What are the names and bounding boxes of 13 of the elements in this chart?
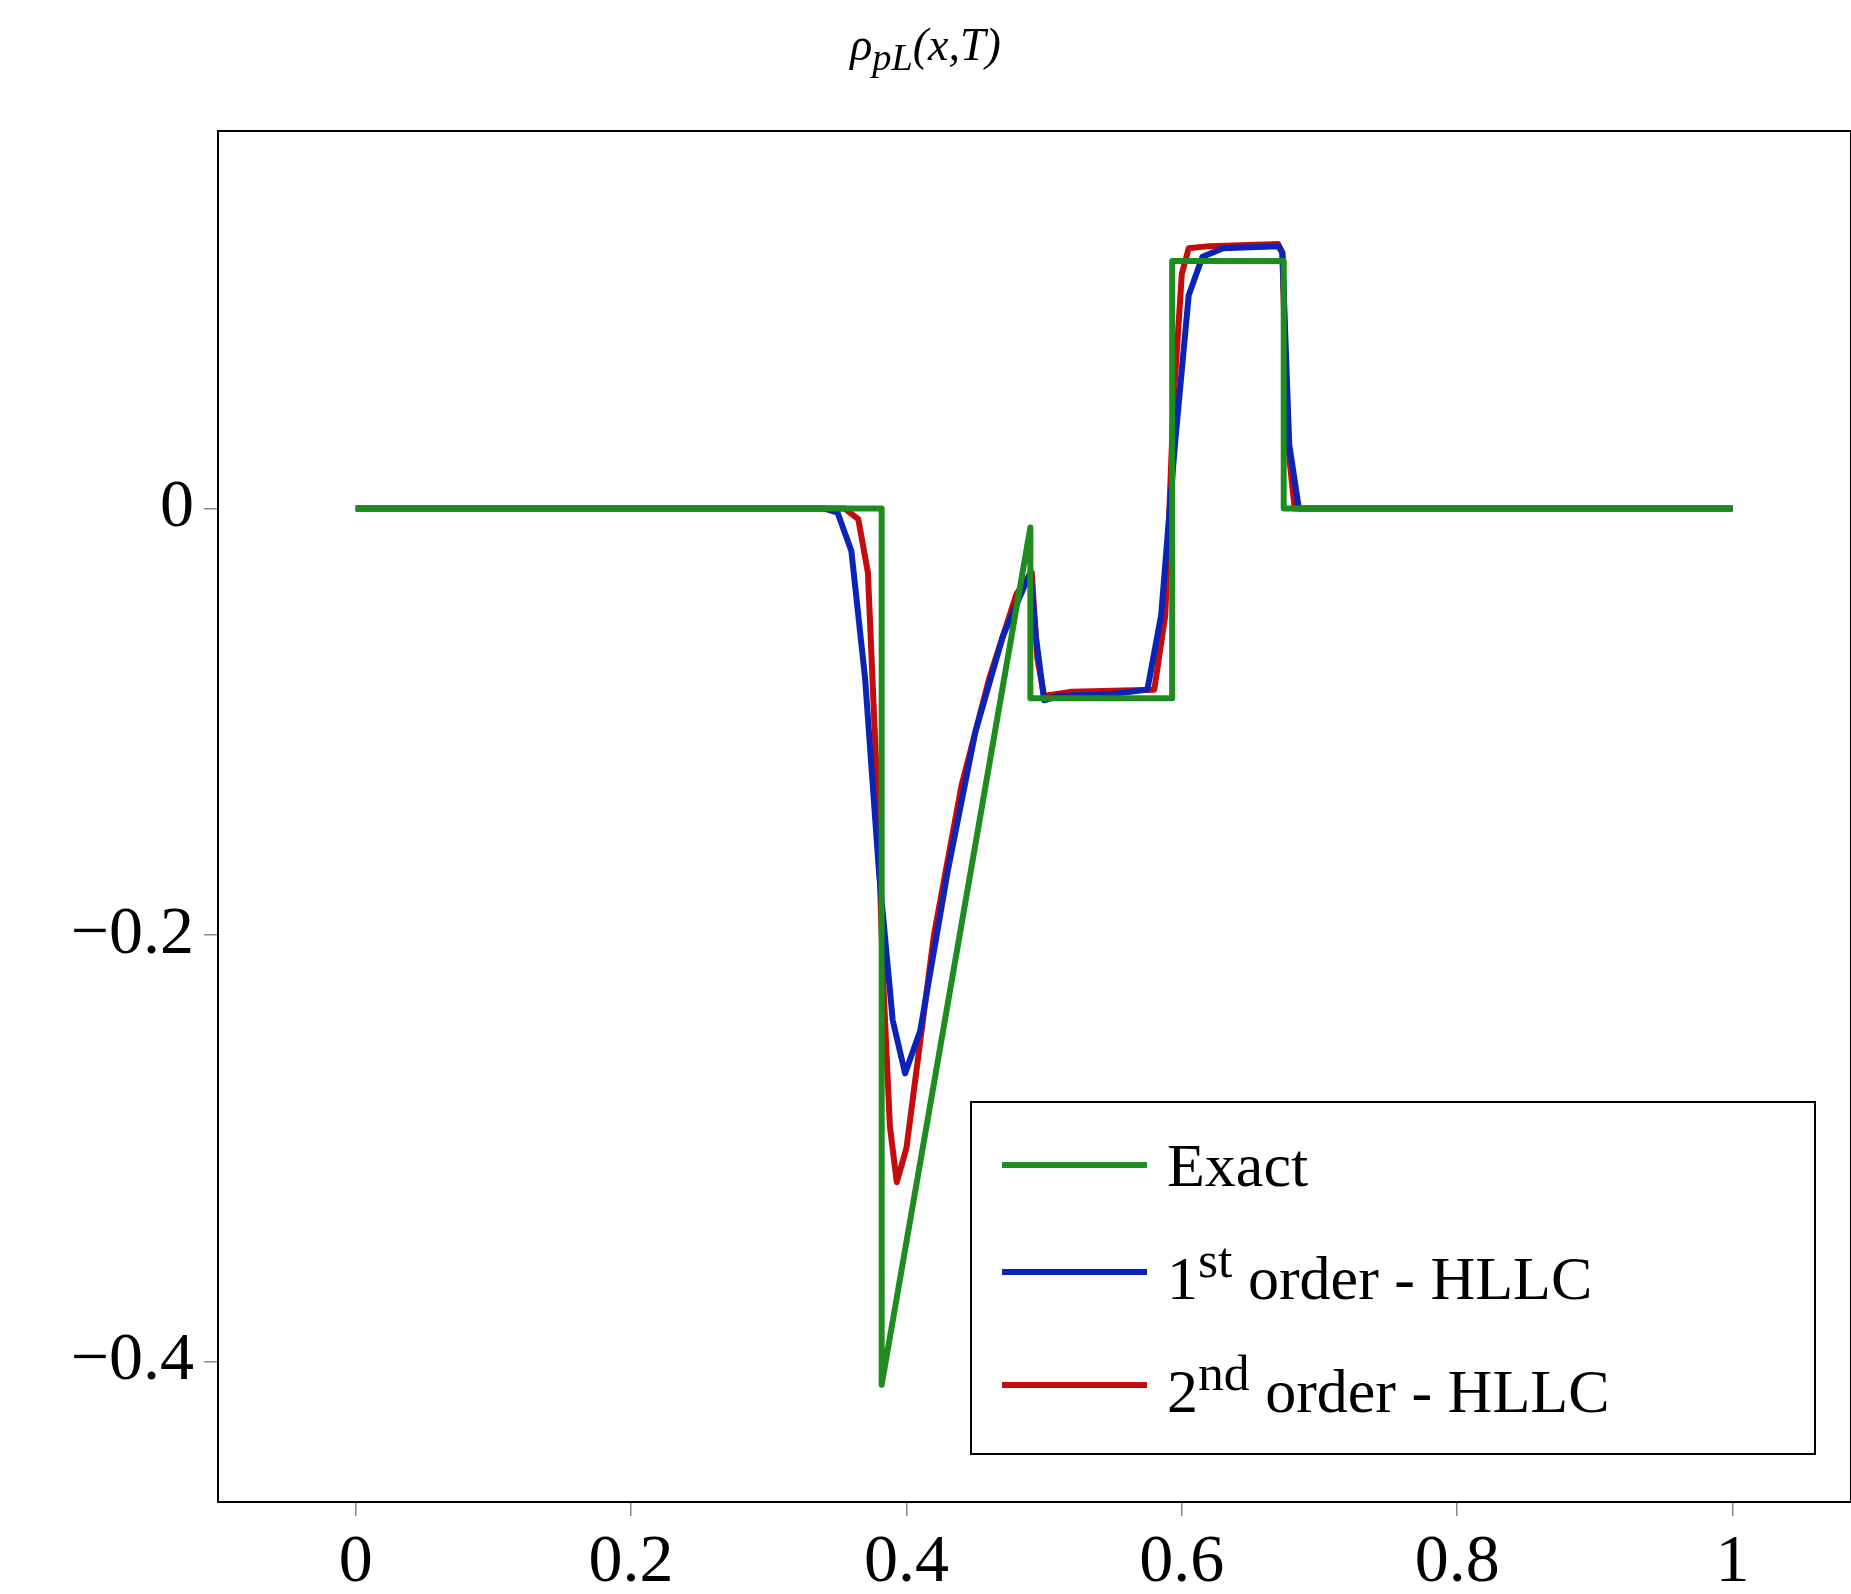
y-tick-label: 0 bbox=[160, 465, 194, 542]
x-tick-label: 0 bbox=[338, 1519, 373, 1594]
chart-title: ρ$_{pL}$(x,T) bbox=[848, 18, 1002, 80]
x-tick-label: 0.2 bbox=[588, 1519, 674, 1594]
legend-label: 1$^{st}$ order - HLLC bbox=[1167, 1229, 1594, 1314]
x-tick-label: 0.4 bbox=[863, 1519, 949, 1594]
x-tick-label: 1 bbox=[1715, 1519, 1750, 1594]
y-tick-label: −0.2 bbox=[70, 891, 194, 968]
legend-label: 2$^{nd}$ order - HLLC bbox=[1167, 1342, 1611, 1427]
x-tick-label: 0.8 bbox=[1414, 1519, 1500, 1594]
legend-label: Exact bbox=[1167, 1129, 1310, 1201]
y-tick-label: −0.4 bbox=[70, 1318, 194, 1395]
x-tick-label: 0.6 bbox=[1139, 1519, 1225, 1594]
